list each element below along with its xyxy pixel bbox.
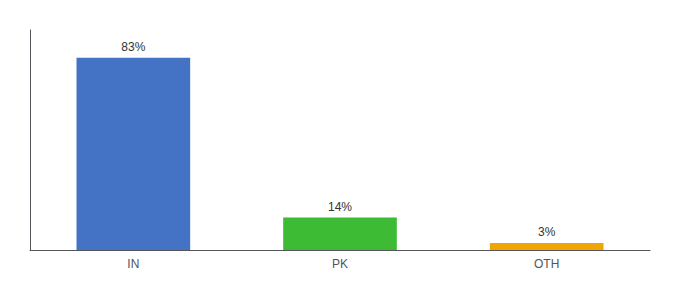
svg-text:83%: 83%: [121, 40, 145, 54]
svg-text:PK: PK: [332, 257, 348, 271]
svg-text:14%: 14%: [328, 200, 352, 214]
svg-text:3%: 3%: [538, 225, 556, 239]
svg-text:IN: IN: [127, 257, 139, 271]
svg-text:OTH: OTH: [534, 257, 559, 271]
